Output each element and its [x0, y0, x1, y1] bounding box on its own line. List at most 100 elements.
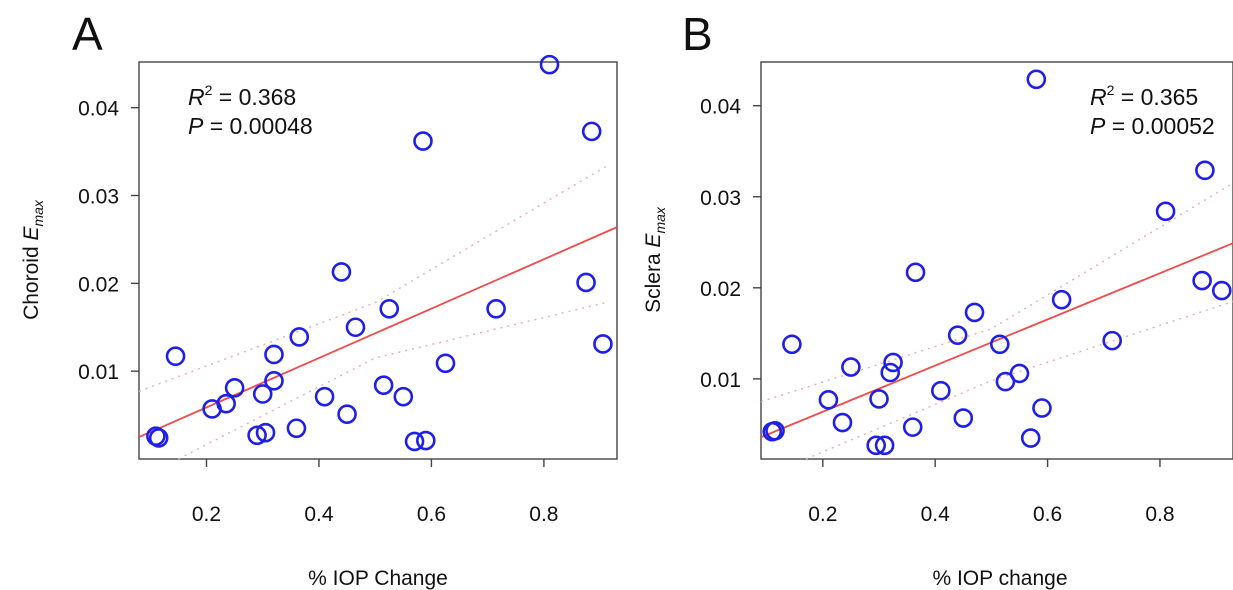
panel-b-y-tick-label: 0.02: [700, 278, 741, 301]
panel-b-letter: B: [682, 8, 713, 60]
panel-a-y-tick-label: 0.04: [78, 98, 119, 121]
panel-b-fit-line: [760, 242, 1233, 438]
panel-b-x-tick-label: 0.2: [808, 503, 837, 526]
panel-a-data-point: [286, 418, 307, 439]
panel-a-data-point: [393, 386, 414, 407]
panel-b-x-tick-label: 0.4: [921, 503, 951, 526]
panel-b-data-point: [953, 408, 974, 428]
panel-b-data-point: [1009, 363, 1030, 384]
panel-b-data-point: [1020, 428, 1041, 448]
panel-a-r2-stat: R2 = 0.368: [188, 82, 296, 110]
panel-b-r2-symbol: R: [1090, 84, 1107, 110]
panel-b-data-point: [1192, 270, 1212, 291]
panel-b-x-tick-label: 0.6: [1033, 503, 1062, 526]
panel-b-y-axis-title-sub: max: [652, 206, 668, 233]
panel-a-y-axis-title-var: E: [20, 226, 43, 241]
panel-b-p-value: = 0.00052: [1105, 113, 1214, 139]
panel-a-r2-symbol: R: [188, 84, 205, 110]
panel-a-data-point: [314, 386, 335, 407]
panel-a-points: [146, 54, 613, 452]
panel-a-data-point: [216, 393, 236, 414]
panel-b-data-point: [874, 435, 895, 456]
panel-b-r2-exponent: 2: [1107, 82, 1115, 98]
panel-b-y-axis-title-main: Sclera: [642, 248, 665, 313]
panel-a-data-point: [264, 344, 284, 365]
panel-a-plot-frame: [138, 61, 618, 460]
panel-a-x-tick-label: 0.4: [304, 503, 334, 526]
panel-a-x-axis-title: % IOP Change: [308, 567, 448, 590]
panel-a-data-point: [593, 334, 613, 354]
panel-b-confidence-bands: [760, 182, 1233, 460]
panel-a-x-tick-label: 0.8: [529, 503, 558, 526]
panel-b-data-point: [947, 325, 968, 345]
panel-a-ci-upper-band: [138, 165, 607, 393]
panel-a-x-tick-label: 0.2: [192, 503, 221, 526]
panel-b-data-point: [1102, 330, 1122, 351]
panel-a-ci-lower-band: [178, 301, 606, 460]
panel-b-p-stat: P = 0.00052: [1090, 113, 1215, 139]
panel-b-p-symbol: P: [1090, 113, 1106, 139]
panel-a-data-point: [486, 299, 506, 319]
panel-a-data-point: [264, 371, 284, 391]
panel-b-r2-stat: R2 = 0.365: [1090, 82, 1198, 110]
panel-b-y-tick-label: 0.03: [700, 187, 741, 210]
panel-a-data-point: [289, 327, 310, 347]
panel-b-data-point: [832, 412, 853, 433]
panel-a-data-point: [165, 346, 186, 367]
panel-b-data-point: [818, 390, 839, 410]
panel-a-data-point: [404, 431, 425, 452]
panel-b-data-point: [905, 262, 926, 283]
panel-a-data-point: [576, 272, 596, 293]
panel-b-y-axis-title: Sclera Emax: [642, 206, 668, 313]
panel-a-y-axis-title-sub: max: [30, 199, 46, 226]
panel-a-y-tick-label: 0.03: [78, 186, 119, 209]
panel-b-y-tick-label: 0.04: [700, 96, 741, 119]
panel-a-data-point: [539, 54, 560, 75]
panel-a-y-axis-title-main: Choroid: [20, 241, 43, 320]
panel-a-y-axis-title: Choroid Emax: [20, 199, 46, 320]
panel-a-p-stat: P = 0.00048: [188, 113, 313, 139]
panel-b-data-point: [866, 435, 886, 456]
panel-b-ci-lower-band: [805, 300, 1233, 460]
panel-b-x-tick-label: 0.8: [1145, 503, 1174, 526]
panel-b-x-axis-title: % IOP change: [932, 567, 1067, 590]
panel-a-data-point: [331, 262, 352, 282]
panel-b-data-point: [995, 371, 1016, 392]
panel-b-data-point: [990, 334, 1010, 355]
panel-b-data-point: [883, 352, 903, 373]
panel-a-data-point: [252, 384, 273, 404]
panel-a-letter: A: [72, 8, 103, 60]
panel-b-data-point: [1051, 289, 1072, 310]
panel-a-data-point: [415, 430, 436, 451]
panel-b-ci-upper-band: [760, 182, 1233, 403]
panel-a-data-point: [435, 353, 456, 374]
panel-b-ticks: 0.2 0.4 0.6 0.8 0.01 0.02 0.03 0.04: [700, 96, 1174, 526]
panel-b-data-point: [1195, 160, 1215, 181]
panel-a-data-point: [345, 317, 366, 338]
panel-a-fit: [138, 226, 618, 438]
panel-b-data-point: [1032, 398, 1052, 418]
panel-b-fit: [760, 242, 1233, 438]
panel-a-data-point: [373, 375, 394, 396]
panel-b-data-point: [880, 362, 901, 383]
panel-a-data-point: [337, 404, 357, 425]
panel-a-x-tick-label: 0.6: [417, 503, 446, 526]
panel-b-data-point: [964, 302, 985, 323]
panel-a-r2-value: = 0.368: [212, 84, 296, 110]
panel-b-data-point: [765, 420, 785, 441]
panel-b-data-point: [782, 334, 802, 355]
panel-a-data-point: [379, 299, 400, 319]
panel-b-data-point: [1155, 201, 1176, 222]
panel-a: A 0.2 0.4 0.6 0.8 0.01 0.02 0.03 0.04 R2 = 0.36…: [20, 8, 618, 590]
panel-b-points: [762, 69, 1232, 456]
panel-a-data-point: [255, 422, 276, 443]
panel-b-y-axis-title-var: E: [642, 233, 665, 248]
panel-b: B 0.2 0.4 0.6 0.8 0.01 0.02 0.03 0.04 R2 = 0.36…: [642, 8, 1233, 590]
panel-b-plot-frame: [760, 61, 1233, 460]
panel-a-data-point: [247, 425, 267, 446]
panel-a-data-point: [581, 121, 602, 142]
panel-a-r2-exponent: 2: [205, 82, 213, 98]
panel-a-data-point: [413, 131, 433, 151]
panel-a-data-point: [148, 428, 169, 448]
